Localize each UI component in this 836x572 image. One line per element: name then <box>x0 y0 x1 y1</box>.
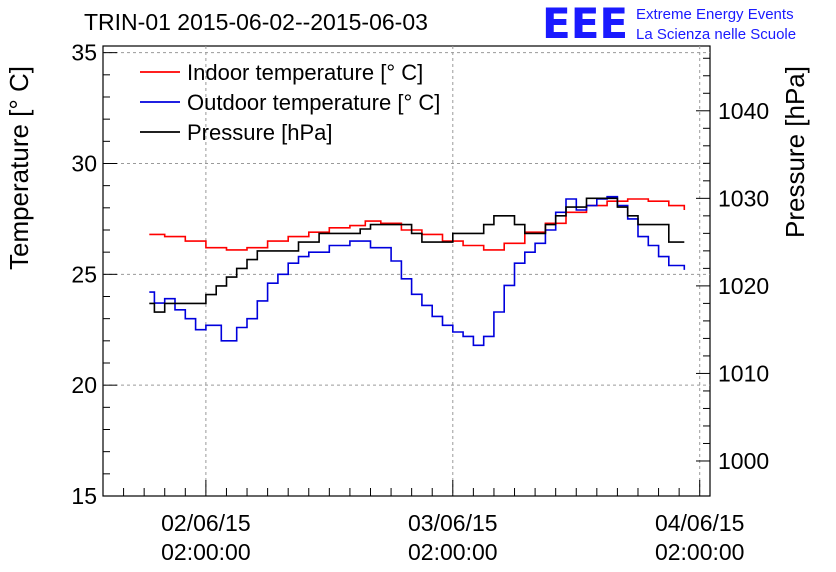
eee-logo-icon: EEE <box>542 0 628 48</box>
y2-tick-label: 1010 <box>718 360 769 386</box>
y-tick-label: 15 <box>71 483 97 509</box>
y-tick-label: 20 <box>71 372 97 398</box>
x-tick-date: 03/06/15 <box>408 510 498 536</box>
series-lines <box>149 195 686 347</box>
logo-line-1: Extreme Energy Events <box>636 6 794 23</box>
series-line-1 <box>149 198 686 251</box>
y-tick-label: 25 <box>71 261 97 287</box>
legend-label: Pressure [hPa] <box>187 120 333 145</box>
legend-label: Outdoor temperature [° C] <box>187 90 440 115</box>
x-tick-time: 02:00:00 <box>161 539 251 565</box>
plot-frame <box>102 45 711 497</box>
series-line-3 <box>149 197 685 313</box>
x-tick-date: 04/06/15 <box>655 510 745 536</box>
x-tick-time: 02:00:00 <box>408 539 498 565</box>
y2-tick-label: 1030 <box>718 185 769 211</box>
y2-tick-label: 1020 <box>718 273 769 299</box>
x-tick-date: 02/06/15 <box>161 510 251 536</box>
y-tick-label: 35 <box>71 40 97 66</box>
y-axis-title: Temperature [° C] <box>4 66 34 270</box>
chart-title: TRIN-01 2015-06-02--2015-06-03 <box>84 9 428 35</box>
y2-axis-title: Pressure [hPa] <box>780 66 810 238</box>
x-axis-labels: 02/06/15 02:00:00 03/06/15 02:00:00 04/06/15… <box>161 510 744 565</box>
x-tick-time: 02:00:00 <box>655 539 745 565</box>
legend-label: Indoor temperature [° C] <box>187 60 423 85</box>
legend: Indoor temperature [° C] Outdoor temperat… <box>140 60 440 145</box>
axis-ticks <box>103 52 710 497</box>
right-axis-labels: 1000 1010 1020 1030 1040 <box>718 98 769 474</box>
y2-tick-label: 1000 <box>718 448 769 474</box>
left-axis-labels: 15 20 25 30 35 <box>71 40 97 509</box>
grid <box>103 46 710 496</box>
y2-tick-label: 1040 <box>718 98 769 124</box>
logo-line-2: La Scienza nelle Scuole <box>636 26 796 43</box>
y-tick-label: 30 <box>71 150 97 176</box>
